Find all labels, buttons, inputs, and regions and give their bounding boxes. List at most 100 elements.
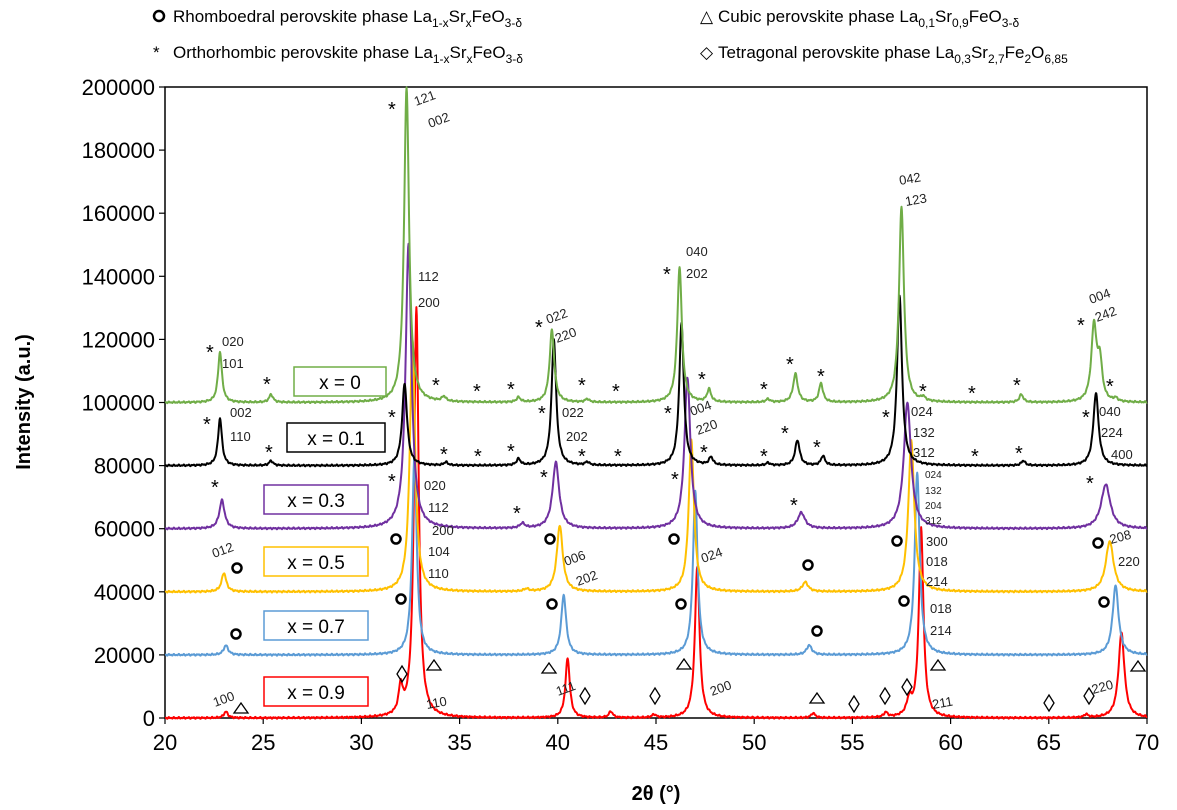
y-tick-label: 120000 (82, 327, 155, 352)
hkl-label: 104 (428, 544, 450, 559)
asterisk-marker: * (265, 442, 273, 464)
asterisk-marker: * (440, 444, 448, 466)
hkl-label: 024 (699, 544, 725, 566)
hkl-label: 400 (1111, 447, 1133, 462)
asterisk-marker: * (535, 317, 543, 339)
asterisk-marker: * (700, 442, 708, 464)
asterisk-marker: * (473, 381, 481, 403)
sample-label-x0: x = 0 (293, 366, 387, 397)
x-tick-label: 30 (349, 730, 373, 755)
sample-label-x03: x = 0.3 (263, 484, 369, 515)
circle-marker (898, 595, 910, 607)
diamond-marker (848, 694, 860, 714)
asterisk-marker: * (206, 342, 214, 364)
hkl-label: 018 (926, 554, 948, 569)
asterisk-marker: * (786, 354, 794, 376)
hkl-label: 211 (931, 694, 954, 712)
hkl-label: 202 (686, 266, 708, 281)
hkl-label: 101 (222, 356, 244, 371)
circle-marker (675, 598, 687, 610)
asterisk-marker: * (578, 446, 586, 468)
x-tick-label: 55 (840, 730, 864, 755)
x-tick-label: 50 (742, 730, 766, 755)
y-axis-title: Intensity (a.u.) (13, 334, 35, 470)
asterisk-marker: * (698, 369, 706, 391)
sample-label-x05: x = 0.5 (263, 546, 369, 577)
asterisk-marker: * (1015, 443, 1023, 465)
circle-marker (1092, 537, 1104, 549)
series-layer (164, 86, 1148, 720)
circle-marker (546, 598, 558, 610)
rhomboedral-markers (230, 533, 1110, 640)
legend-symbol-asterisk: * (153, 43, 160, 62)
svg-text:x = 0.1: x = 0.1 (307, 429, 365, 450)
hkl-label: 024 (925, 470, 942, 481)
x-tick-label: 60 (938, 730, 962, 755)
hkl-label: 200 (432, 523, 454, 538)
circle-marker (802, 559, 814, 571)
asterisk-marker: * (578, 375, 586, 397)
asterisk-marker: * (513, 503, 521, 525)
series-line-x-0-1 (164, 294, 1148, 468)
series-line-x-0-5 (164, 338, 1148, 594)
series-line-x-0-9 (164, 306, 1148, 720)
hkl-label: 002 (426, 109, 452, 131)
legend-symbol-triangle: △ (700, 7, 714, 26)
miller-index-labels: 020 101 121 002 022 220 040 202 042 123 … (210, 87, 1140, 712)
asterisk-marker: * (1013, 375, 1021, 397)
hkl-label: 018 (930, 601, 952, 616)
y-axis-ticks: 0 20000 40000 60000 80000 100000 120000 140000 1… (82, 75, 165, 731)
asterisk-marker: * (612, 381, 620, 403)
hkl-label: 202 (574, 567, 600, 589)
hkl-label: 121 (412, 87, 438, 109)
asterisk-marker: * (968, 383, 976, 405)
legend-symbol-diamond: ◇ (700, 43, 714, 62)
hkl-label: 132 (913, 425, 935, 440)
legend: Rhomboedral perovskite phase La1-xSrxFeO… (152, 7, 1068, 66)
asterisk-marker: * (432, 375, 440, 397)
hkl-label: 112 (418, 269, 439, 284)
hkl-label: 220 (1090, 677, 1115, 697)
legend-entry-rhomboedral: Rhomboedral perovskite phase La1-xSrxFeO… (173, 7, 522, 30)
tetragonal-markers (396, 664, 1095, 714)
hkl-label: 214 (930, 623, 952, 638)
hkl-label: 202 (566, 429, 588, 444)
hkl-label: 224 (1101, 425, 1123, 440)
y-tick-label: 200000 (82, 75, 155, 100)
x-tick-label: 25 (251, 730, 275, 755)
hkl-label: 200 (708, 677, 734, 699)
legend-entry-orthorhombic: Orthorhombic perovskite phase La1-xSrxFe… (173, 43, 523, 66)
asterisk-marker: * (663, 264, 671, 286)
circle-marker (544, 533, 556, 545)
hkl-label: 040 (686, 244, 708, 259)
y-tick-label: 60000 (94, 517, 155, 542)
hkl-label: 004 (1087, 285, 1113, 307)
hkl-label: 110 (230, 429, 251, 444)
circle-marker (1098, 596, 1110, 608)
hkl-label: 111 (554, 678, 578, 699)
hkl-label: 242 (1093, 303, 1119, 325)
asterisk-marker: * (664, 403, 672, 425)
hkl-label: 312 (925, 516, 942, 527)
y-tick-label: 100000 (82, 391, 155, 416)
asterisk-marker: * (614, 446, 622, 468)
asterisk-marker: * (790, 495, 798, 517)
x-tick-label: 20 (153, 730, 177, 755)
series-line-x-0-3 (164, 242, 1148, 531)
asterisk-marker: * (813, 437, 821, 459)
hkl-label: 012 (210, 539, 236, 561)
hkl-label: 110 (425, 694, 448, 712)
asterisk-marker: * (388, 99, 396, 121)
series-line-x-0-7 (164, 455, 1148, 657)
circle-marker (390, 533, 402, 545)
diamond-marker (1043, 693, 1055, 713)
hkl-label: 042 (898, 169, 922, 188)
asterisk-marker: * (1106, 376, 1114, 398)
hkl-label: 020 (222, 334, 244, 349)
triangle-marker (808, 691, 826, 704)
diamond-marker (649, 686, 661, 706)
series-line-x-0 (164, 86, 1148, 405)
asterisk-marker: * (760, 379, 768, 401)
triangle-marker (425, 658, 443, 671)
